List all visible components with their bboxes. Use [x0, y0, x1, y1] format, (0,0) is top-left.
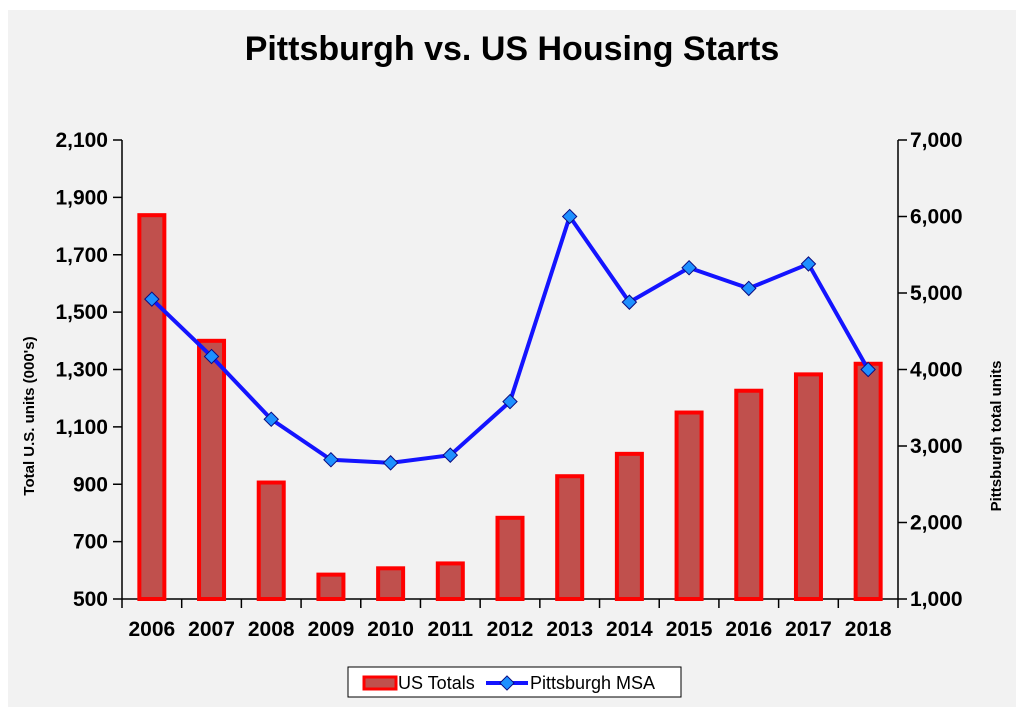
x-tick-label: 2014	[606, 618, 653, 641]
y-right-tick-label: 2,000	[910, 512, 963, 535]
y-right-tick-label: 3,000	[910, 435, 963, 458]
bar-us-totals	[495, 515, 525, 601]
bar-us-totals	[853, 361, 883, 602]
point-pittsburgh-msa	[502, 393, 518, 410]
y-left-tick-label: 1,100	[55, 416, 108, 439]
x-tick-label: 2013	[546, 618, 593, 641]
bar-us-totals	[555, 474, 585, 601]
x-tick-label: 2007	[188, 618, 235, 641]
y-left-tick-label: 1,900	[55, 186, 108, 209]
x-tick-label: 2009	[308, 618, 355, 641]
bar-us-totals	[256, 480, 286, 601]
y-right-tick-label: 5,000	[910, 282, 963, 305]
chart-title: Pittsburgh vs. US Housing Starts	[245, 30, 780, 68]
point-pittsburgh-msa	[740, 280, 757, 297]
point-pittsburgh-msa	[263, 411, 280, 428]
y-left-tick-label: 500	[73, 588, 108, 611]
x-tick-label: 2012	[487, 618, 534, 641]
x-tick-label: 2011	[428, 618, 474, 641]
legend-swatch-us-totals	[362, 675, 398, 691]
bar-us-totals	[137, 213, 167, 601]
y-left-tick-label: 700	[73, 531, 108, 554]
y-left-tick-label: 2,100	[55, 129, 108, 152]
legend-marker-pittsburgh	[499, 675, 515, 691]
y-axis-left-label: Total U.S. units (000's)	[21, 336, 38, 495]
point-pittsburgh-msa	[561, 208, 578, 225]
y-axis-right-label: Pittsburgh total units	[988, 361, 1005, 512]
bar-us-totals	[674, 410, 704, 601]
x-tick-label: 2016	[725, 618, 772, 641]
y-right-tick-label: 6,000	[910, 206, 963, 229]
bar-us-totals	[435, 561, 465, 601]
x-tick-label: 2010	[367, 618, 414, 641]
bar-us-totals	[734, 388, 764, 602]
y-right-tick-label: 4,000	[910, 359, 963, 382]
chart-area: Pittsburgh vs. US Housing Starts Total U…	[8, 10, 1016, 707]
point-pittsburgh-msa	[860, 361, 876, 378]
bar-us-totals	[793, 372, 823, 601]
y-left-tick-label: 1,300	[55, 359, 108, 382]
y-left-tick-label: 900	[73, 473, 108, 496]
bar-us-totals	[614, 451, 644, 601]
point-pittsburgh-msa	[621, 294, 638, 310]
legend-label-us-totals: US Totals	[398, 673, 475, 693]
y-right-tick-label: 7,000	[910, 129, 963, 152]
x-tick-label: 2008	[248, 618, 295, 641]
x-tick-label: 2018	[845, 618, 892, 641]
y-left-tick-label: 1,700	[55, 244, 108, 267]
point-pittsburgh-msa	[681, 259, 697, 276]
point-pittsburgh-msa	[382, 455, 399, 471]
x-tick-label: 2015	[666, 618, 713, 641]
point-pittsburgh-msa	[144, 291, 160, 307]
x-tick-label: 2006	[128, 618, 175, 641]
point-pittsburgh-msa	[800, 256, 817, 272]
point-pittsburgh-msa	[442, 447, 459, 463]
bar-us-totals	[316, 572, 346, 601]
x-tick-label: 2017	[785, 618, 832, 641]
legend: US Totals Pittsburgh MSA	[347, 666, 682, 698]
point-pittsburgh-msa	[203, 348, 220, 365]
bar-us-totals	[376, 566, 406, 602]
point-pittsburgh-msa	[323, 451, 339, 468]
y-right-tick-label: 1,000	[910, 588, 963, 611]
chart-svg: Pittsburgh vs. US Housing Starts Total U…	[21, 30, 1005, 698]
bar-us-totals	[197, 338, 227, 601]
legend-label-pittsburgh: Pittsburgh MSA	[530, 673, 655, 693]
y-left-tick-label: 1,500	[55, 301, 108, 324]
